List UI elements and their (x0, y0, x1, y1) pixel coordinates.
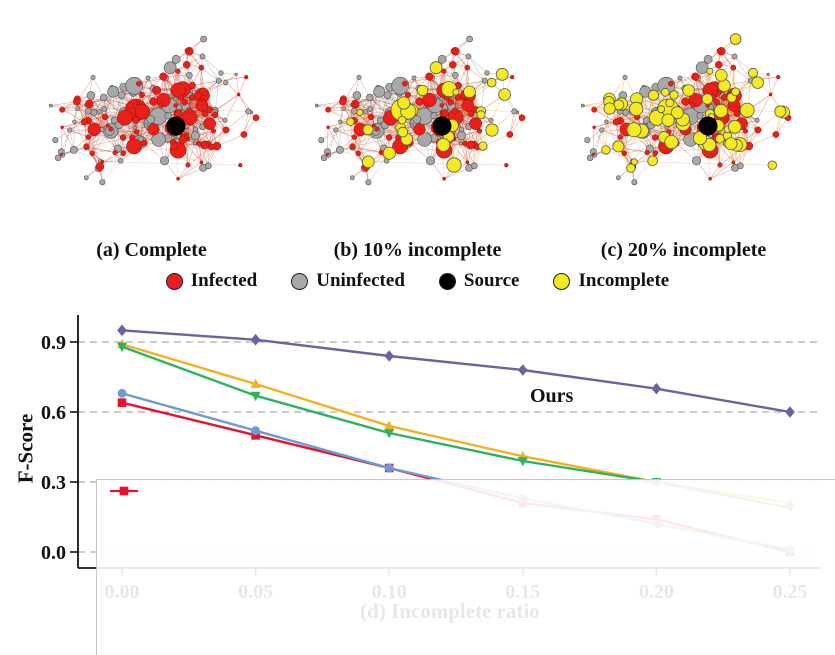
panel-caption-b: (b) 10% incomplete (333, 239, 502, 261)
network-panel-c: (c) 20% incomplete (558, 6, 810, 262)
legend-item-source: Source (438, 270, 520, 292)
network-nodes (314, 35, 525, 186)
svg-text:0.0: 0.0 (41, 542, 66, 564)
network-nodes (48, 35, 259, 186)
svg-text:0.6: 0.6 (41, 402, 66, 424)
legend-item-incomplete: Incomplete (553, 270, 669, 292)
legend-label-incomplete: Incomplete (578, 270, 670, 291)
network-panels-row: (a) Complete (b) 10% incomplete (c) 20% … (0, 0, 835, 262)
chart-area: 0.00.30.60.90.000.050.100.150.200.25 F-S… (0, 301, 835, 655)
legend-label-infected: Infected (190, 270, 258, 291)
panel-caption-c: (c) 20% incomplete (600, 239, 767, 261)
y-axis-label: F-Score (13, 413, 38, 484)
svg-text:0.3: 0.3 (41, 472, 66, 494)
network-panel-a: (a) Complete (26, 6, 278, 262)
network-nodes (580, 33, 791, 186)
legend-label-source: Source (463, 270, 520, 291)
network-panel-b: (b) 10% incomplete (292, 6, 544, 262)
chart-legend-item-GCSSI: GCSSI (109, 484, 835, 655)
series-GIN-SD (117, 324, 795, 418)
infected-dot-icon (165, 272, 183, 290)
legend-item-infected: Infected (165, 270, 258, 292)
panel-caption-a: (a) Complete (96, 239, 207, 261)
legend-label-uninfected: Uninfected (316, 270, 405, 291)
chart-legend: GCSSIResGCNIVGDSL-VAEGIN-SD (96, 479, 835, 655)
square-marker-icon (110, 486, 138, 496)
source-dot-icon (438, 272, 456, 290)
network-graph-complete (48, 35, 259, 186)
incomplete-dot-icon (553, 272, 571, 290)
ours-annotation: Ours (530, 385, 574, 407)
svg-text:0.9: 0.9 (41, 332, 66, 354)
uninfected-dot-icon (291, 272, 309, 290)
legend-item-uninfected: Uninfected (291, 270, 405, 292)
network-graph-10pct-incomplete (314, 35, 525, 186)
network-graph-20pct-incomplete (580, 33, 791, 186)
node-legend: Infected Uninfected Source Incomplete (0, 267, 835, 295)
